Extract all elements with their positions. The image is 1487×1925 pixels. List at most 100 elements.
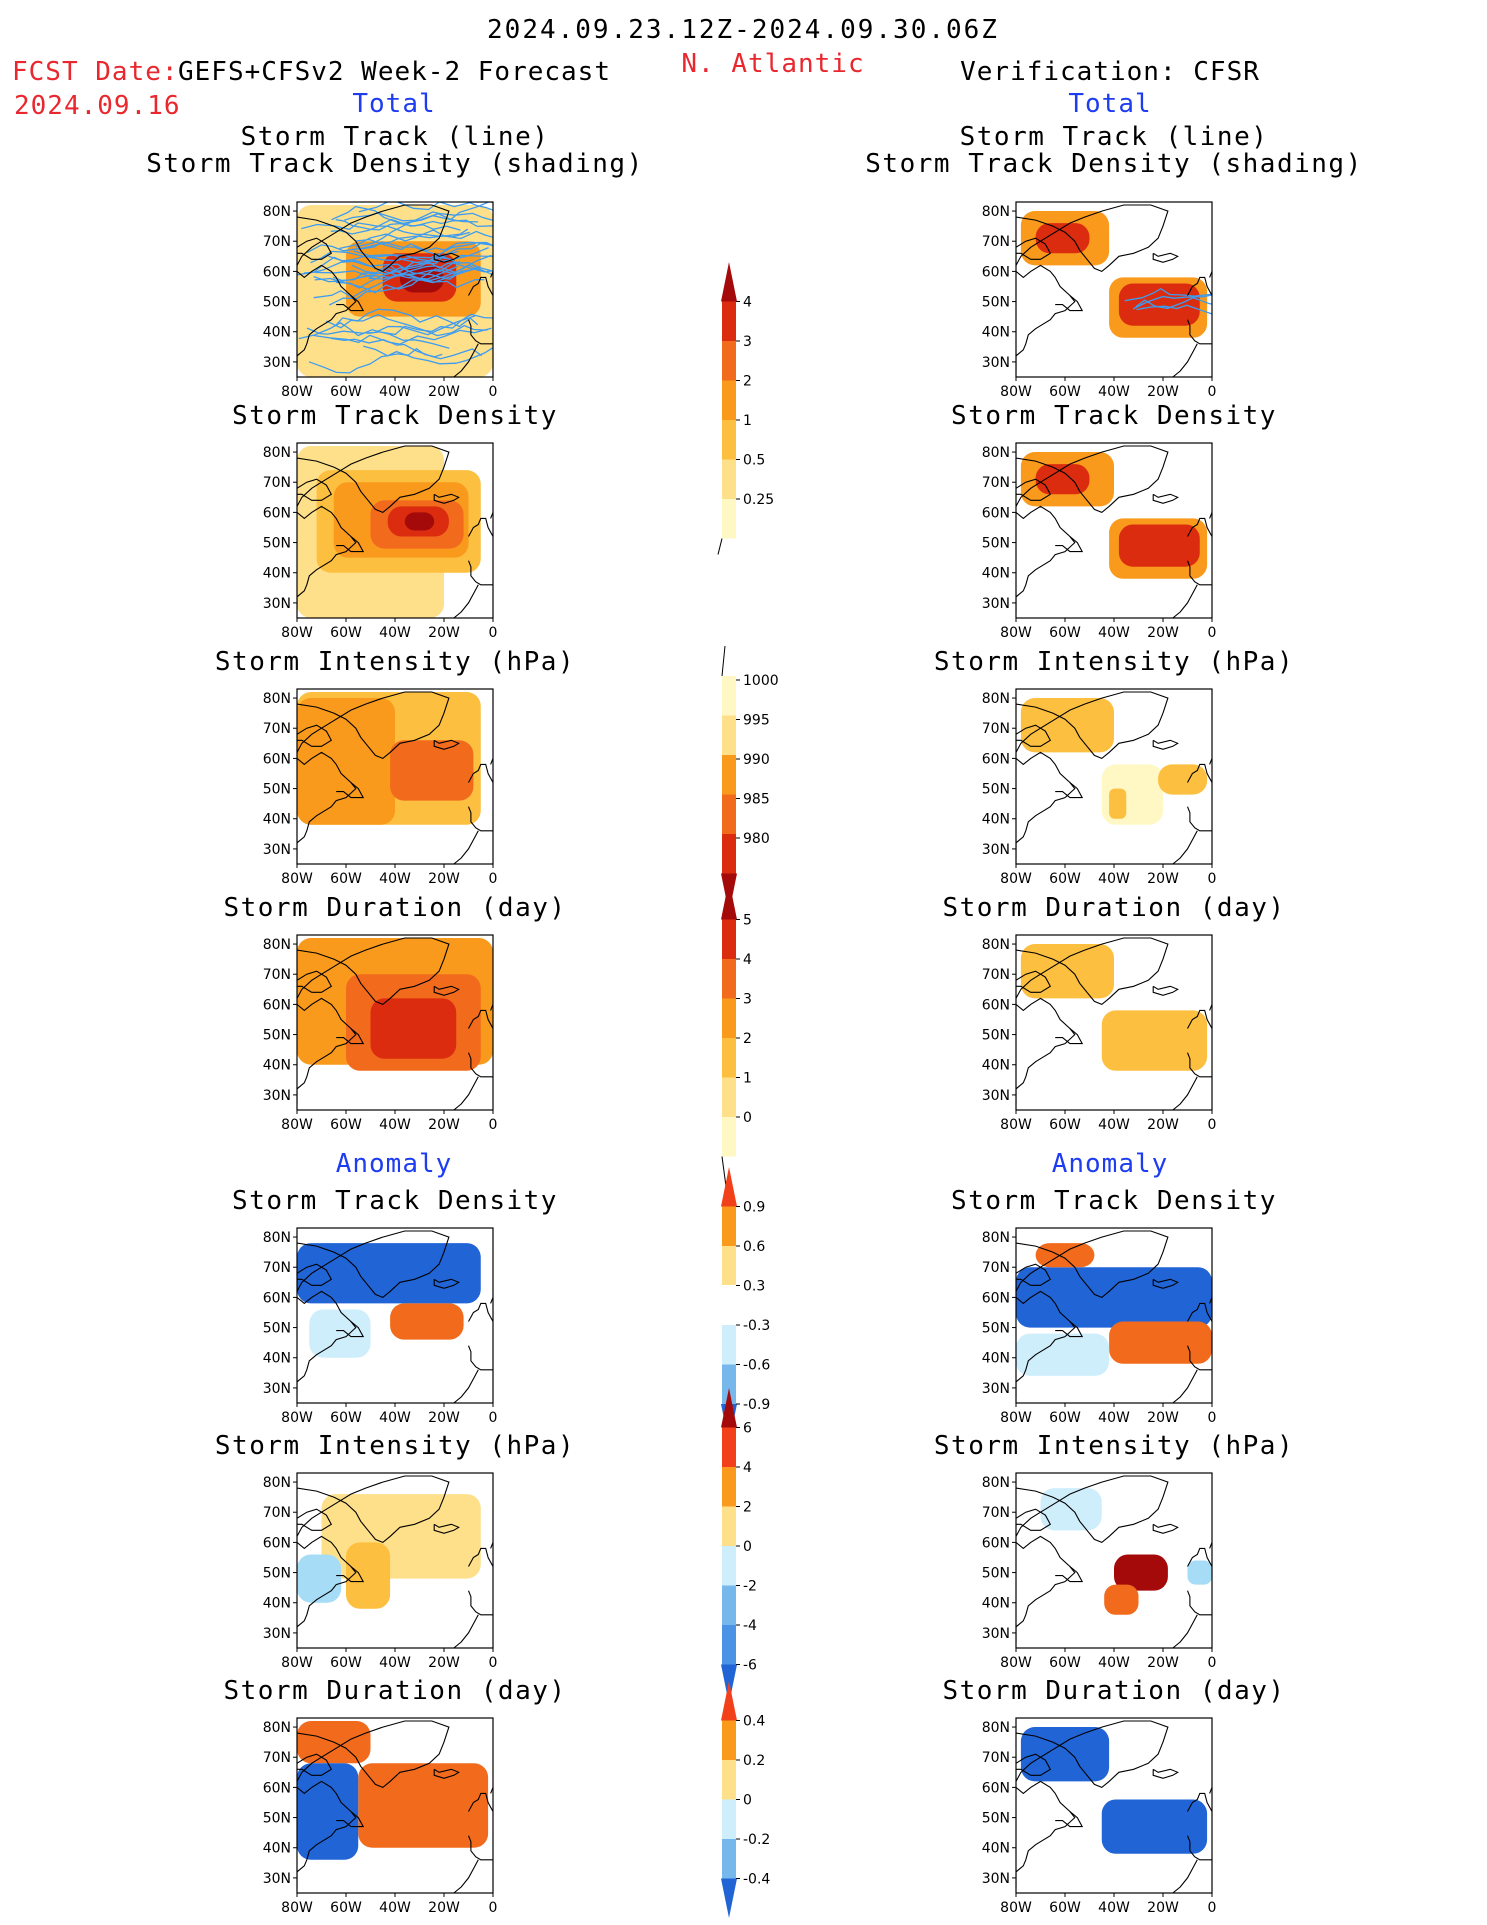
heatmap-region (1109, 788, 1127, 819)
lat-tick-label: 40N (263, 325, 291, 341)
coastline (1152, 252, 1179, 263)
colorbar-label: 0.6 (743, 1239, 765, 1255)
lon-tick-label: 0 (1208, 625, 1217, 641)
coastline (336, 782, 365, 799)
coastlines (1016, 1720, 1212, 1893)
coastline (297, 237, 333, 260)
colorbar-label: 0 (743, 1539, 752, 1555)
heatmap-region (404, 512, 435, 531)
heatmap-region (309, 1309, 371, 1358)
storm-track (1136, 304, 1212, 315)
lon-tick-label: 20W (1147, 1900, 1179, 1916)
colorbar-label: 2 (743, 1500, 752, 1516)
coastline (468, 517, 493, 537)
colorbar-label: 4 (743, 295, 752, 311)
panel-title: Storm Track (line) (960, 122, 1269, 152)
coastline (297, 1230, 450, 1299)
heatmap-region (1114, 1554, 1168, 1591)
coastline (297, 937, 450, 1006)
coastline (1016, 1535, 1076, 1642)
colorbar-swatch (722, 499, 736, 539)
coastline (1055, 536, 1084, 553)
panel-title: Storm Intensity (hPa) (934, 1431, 1294, 1461)
colorbar-label: 2 (743, 374, 752, 390)
colorbar-label: 3 (743, 334, 752, 350)
lon-tick-label: 80W (281, 871, 313, 887)
colorbar-label: -2 (743, 1579, 757, 1595)
lon-tick-label: 60W (1049, 871, 1081, 887)
colorbar-label: 0.5 (743, 453, 765, 469)
lat-tick-label: 50N (263, 536, 291, 552)
lat-tick-label: 70N (982, 1260, 1010, 1276)
lat-tick-label: 60N (263, 751, 291, 767)
colorbar-swatch (721, 1285, 737, 1326)
lat-tick-label: 60N (263, 505, 291, 521)
lat-tick-label: 30N (263, 596, 291, 612)
coastline (336, 1028, 365, 1045)
coastline (1152, 985, 1179, 996)
coastline (336, 536, 365, 553)
panel-forecast-anomaly-storm_track_density_anomaly: Storm Track Density 80N 70N 60N 50N 40N 30N 80W… (232, 1186, 558, 1426)
colorbar-swatch (722, 341, 736, 381)
storm-track (313, 264, 484, 299)
colorbar-swatch (722, 420, 736, 460)
coastline (1055, 1566, 1084, 1583)
lat-tick-label: 70N (982, 1750, 1010, 1766)
heatmap-region (1035, 1243, 1095, 1268)
heatmap-cells (1020, 944, 1208, 1071)
coastlines (1016, 204, 1212, 377)
coastline (433, 1523, 460, 1534)
lat-tick-label: 60N (982, 1780, 1010, 1796)
panel-title: Storm Track Density (232, 1186, 558, 1216)
lon-tick-label: 40W (1098, 1900, 1130, 1916)
lon-tick-label: 80W (281, 384, 313, 400)
lon-tick-label: 40W (1098, 1117, 1130, 1133)
lat-tick-label: 80N (263, 937, 291, 953)
heatmap-region (297, 1243, 481, 1304)
coastline (467, 319, 493, 345)
coastline (1055, 1811, 1084, 1828)
colorbar-tail (717, 538, 723, 555)
colorbar-arrow-top (721, 1388, 737, 1428)
lat-tick-label: 40N (982, 1351, 1010, 1367)
coastline (453, 584, 479, 618)
coastline (1055, 782, 1084, 799)
lon-tick-label: 20W (428, 1900, 460, 1916)
storm-track (314, 268, 471, 294)
lon-tick-label: 20W (1147, 1410, 1179, 1426)
heatmap-region (1016, 1333, 1110, 1376)
coastlines (1016, 937, 1212, 1110)
heatmap-region (1118, 283, 1200, 326)
coastline (433, 1278, 460, 1289)
coastline (1055, 1028, 1084, 1045)
panel-title: Storm Intensity (hPa) (215, 1431, 575, 1461)
lat-tick-label: 50N (263, 1321, 291, 1337)
coastlines (297, 1230, 493, 1403)
lon-tick-label: 60W (330, 1900, 362, 1916)
heatmap-cells (1020, 452, 1208, 579)
coastline (1016, 724, 1052, 747)
heatmap-region (1158, 764, 1208, 795)
coastline (468, 1792, 493, 1812)
colorbar-label: 0 (743, 1110, 752, 1126)
coastline (1016, 445, 1169, 514)
lat-tick-label: 40N (263, 812, 291, 828)
lat-tick-label: 80N (263, 1720, 291, 1736)
coastline (297, 1535, 357, 1642)
panel-verification-total-storm_track_density_with_tracks: Storm Track (line)Storm Track Density (s… (865, 122, 1361, 400)
verification-label: Verification: CFSR (960, 57, 1260, 87)
lat-tick-label: 60N (263, 997, 291, 1013)
lon-tick-label: 60W (330, 871, 362, 887)
coastline (297, 724, 333, 747)
coastline (297, 1780, 357, 1887)
lat-tick-label: 60N (263, 1780, 291, 1796)
coastline (297, 691, 450, 760)
lat-tick-label: 60N (982, 264, 1010, 280)
storm-track (1132, 294, 1212, 310)
coastlines (1016, 1475, 1212, 1648)
lat-tick-label: 80N (982, 1720, 1010, 1736)
coastline (467, 1835, 493, 1861)
panel-title: Storm Track Density (951, 1186, 1277, 1216)
lon-tick-label: 80W (1000, 384, 1032, 400)
